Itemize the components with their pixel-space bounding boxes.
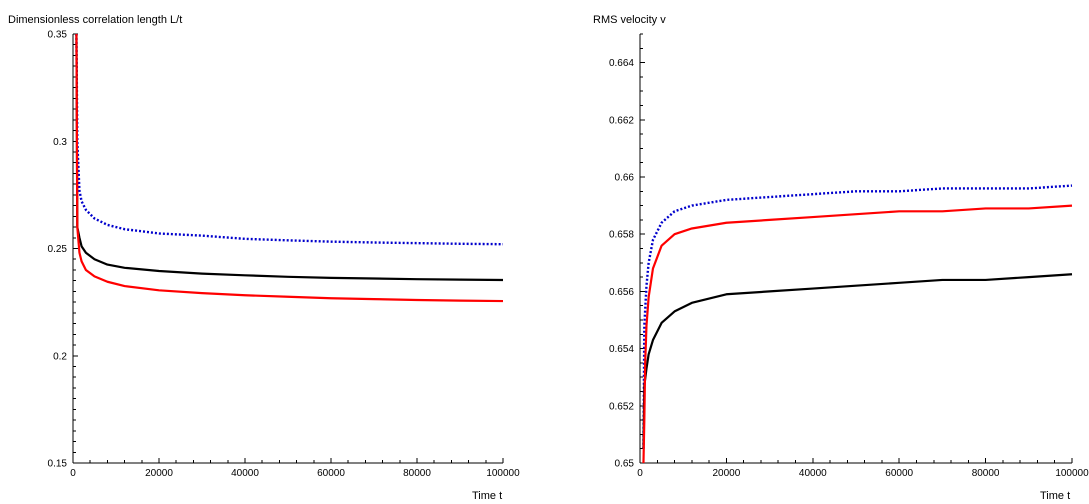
left-chart-ticks: 0 20000 40000 60000 80000 100000 0.15 0.2 0.25 0.… (48, 30, 521, 480)
left-chart: Dimensionless correlation length L/t Tim… (8, 14, 520, 502)
left-chart-title: Dimensionless correlation length L/t (8, 14, 182, 26)
x-tick-label: 20000 (712, 468, 740, 479)
y-tick-label: 0.652 (609, 401, 634, 412)
y-tick-label: 0.658 (609, 230, 634, 241)
y-tick-label: 0.2 (53, 351, 67, 362)
x-tick-label: 20000 (145, 468, 173, 479)
x-tick-label: 0 (637, 468, 643, 479)
x-tick-label: 60000 (317, 468, 345, 479)
x-tick-label: 80000 (403, 468, 431, 479)
x-tick-label: 60000 (885, 468, 913, 479)
y-tick-label: 0.664 (609, 58, 634, 69)
left-chart-series (75, 33, 504, 303)
series-line-1 (75, 33, 504, 282)
y-tick-label: 0.654 (609, 344, 634, 355)
x-tick-label: 40000 (231, 468, 259, 479)
y-tick-label: 0.15 (48, 459, 68, 470)
x-tick-label: 40000 (799, 468, 827, 479)
right-chart-title: RMS velocity v (593, 14, 666, 26)
x-tick-label: 100000 (486, 468, 520, 479)
y-tick-label: 0.25 (48, 244, 68, 255)
right-chart-xlabel: Time t (1040, 490, 1070, 502)
y-tick-label: 0.35 (48, 30, 68, 41)
left-chart-xlabel: Time t (472, 490, 502, 502)
y-tick-label: 0.656 (609, 287, 634, 298)
right-chart: RMS velocity v Time t 0 20000 40000 60000 80… (593, 14, 1089, 502)
series-line-2 (642, 204, 1073, 464)
x-tick-label: 80000 (972, 468, 1000, 479)
series-line-1 (642, 273, 1073, 449)
series-line-0 (642, 184, 1073, 449)
right-chart-series (642, 184, 1073, 464)
series-line-0 (75, 33, 504, 246)
x-tick-label: 0 (70, 468, 76, 479)
y-tick-label: 0.662 (609, 115, 634, 126)
y-tick-label: 0.65 (615, 459, 635, 470)
y-tick-label: 0.3 (53, 137, 67, 148)
series-line-2 (75, 33, 504, 303)
right-chart-ticks: 0 20000 40000 60000 80000 100000 0.65 0.652 0.65… (609, 33, 1089, 479)
y-tick-label: 0.66 (615, 173, 635, 184)
x-tick-label: 100000 (1055, 468, 1089, 479)
